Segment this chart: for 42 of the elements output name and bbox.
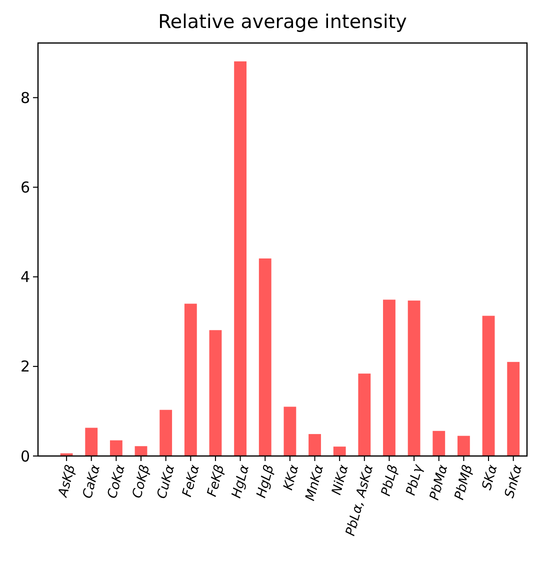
bar	[383, 300, 396, 456]
x-tick-label: PbMβ	[452, 463, 476, 502]
x-tick-label: AsKβ	[56, 463, 79, 500]
x-tick-label: SnKα	[502, 462, 526, 500]
x-tick-label: FeKα	[180, 462, 204, 499]
bar	[134, 446, 148, 456]
x-tick-label: CoKα	[105, 462, 129, 500]
bar	[234, 61, 247, 456]
bar	[507, 362, 520, 456]
bar	[408, 300, 420, 456]
x-tick-label: PbMα	[427, 462, 452, 502]
bar	[358, 374, 371, 456]
bar	[258, 258, 272, 456]
bar	[482, 316, 495, 456]
bar	[184, 304, 197, 456]
y-tick-label: 2	[20, 358, 30, 376]
bar	[284, 406, 296, 456]
x-tick-label: FeKβ	[204, 463, 228, 498]
bar	[432, 430, 446, 456]
bar	[160, 410, 172, 456]
x-tick-label: MnKα	[303, 462, 328, 503]
bar	[457, 436, 470, 456]
x-tick-label: NiKα	[329, 462, 352, 497]
bar	[85, 428, 98, 456]
y-tick-label: 8	[20, 88, 30, 107]
x-tick-label: CaKα	[80, 462, 104, 500]
x-tick-label: CuKα	[154, 462, 178, 500]
x-tick-label: PbLγ	[404, 462, 427, 498]
x-tick-label: SKα	[480, 462, 501, 492]
chart-title: Relative average intensity	[158, 11, 407, 33]
bar	[308, 434, 321, 456]
x-tick-label: HgLα	[229, 462, 253, 500]
bar	[110, 440, 122, 456]
x-tick-label: CoKβ	[130, 463, 154, 500]
bar	[333, 446, 346, 456]
x-tick-label: KKα	[281, 462, 302, 492]
y-tick-label: 6	[20, 178, 30, 196]
bar	[209, 330, 222, 456]
x-tick-label: PbLβ	[378, 463, 402, 498]
y-tick-label: 0	[20, 447, 30, 466]
x-tick-label: HgLβ	[254, 463, 278, 500]
y-tick-label: 4	[20, 268, 30, 286]
